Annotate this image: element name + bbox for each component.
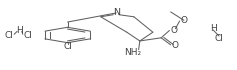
Text: Cl: Cl	[63, 42, 72, 51]
Text: O: O	[171, 41, 178, 50]
Text: N: N	[113, 8, 120, 17]
Text: H: H	[16, 26, 23, 35]
Text: Cl: Cl	[23, 31, 32, 39]
Text: O: O	[170, 26, 177, 35]
Text: Cl: Cl	[5, 31, 14, 39]
Text: Cl: Cl	[214, 34, 223, 43]
Text: O: O	[181, 16, 188, 25]
Text: H: H	[210, 24, 217, 33]
Text: NH₂: NH₂	[124, 48, 141, 57]
